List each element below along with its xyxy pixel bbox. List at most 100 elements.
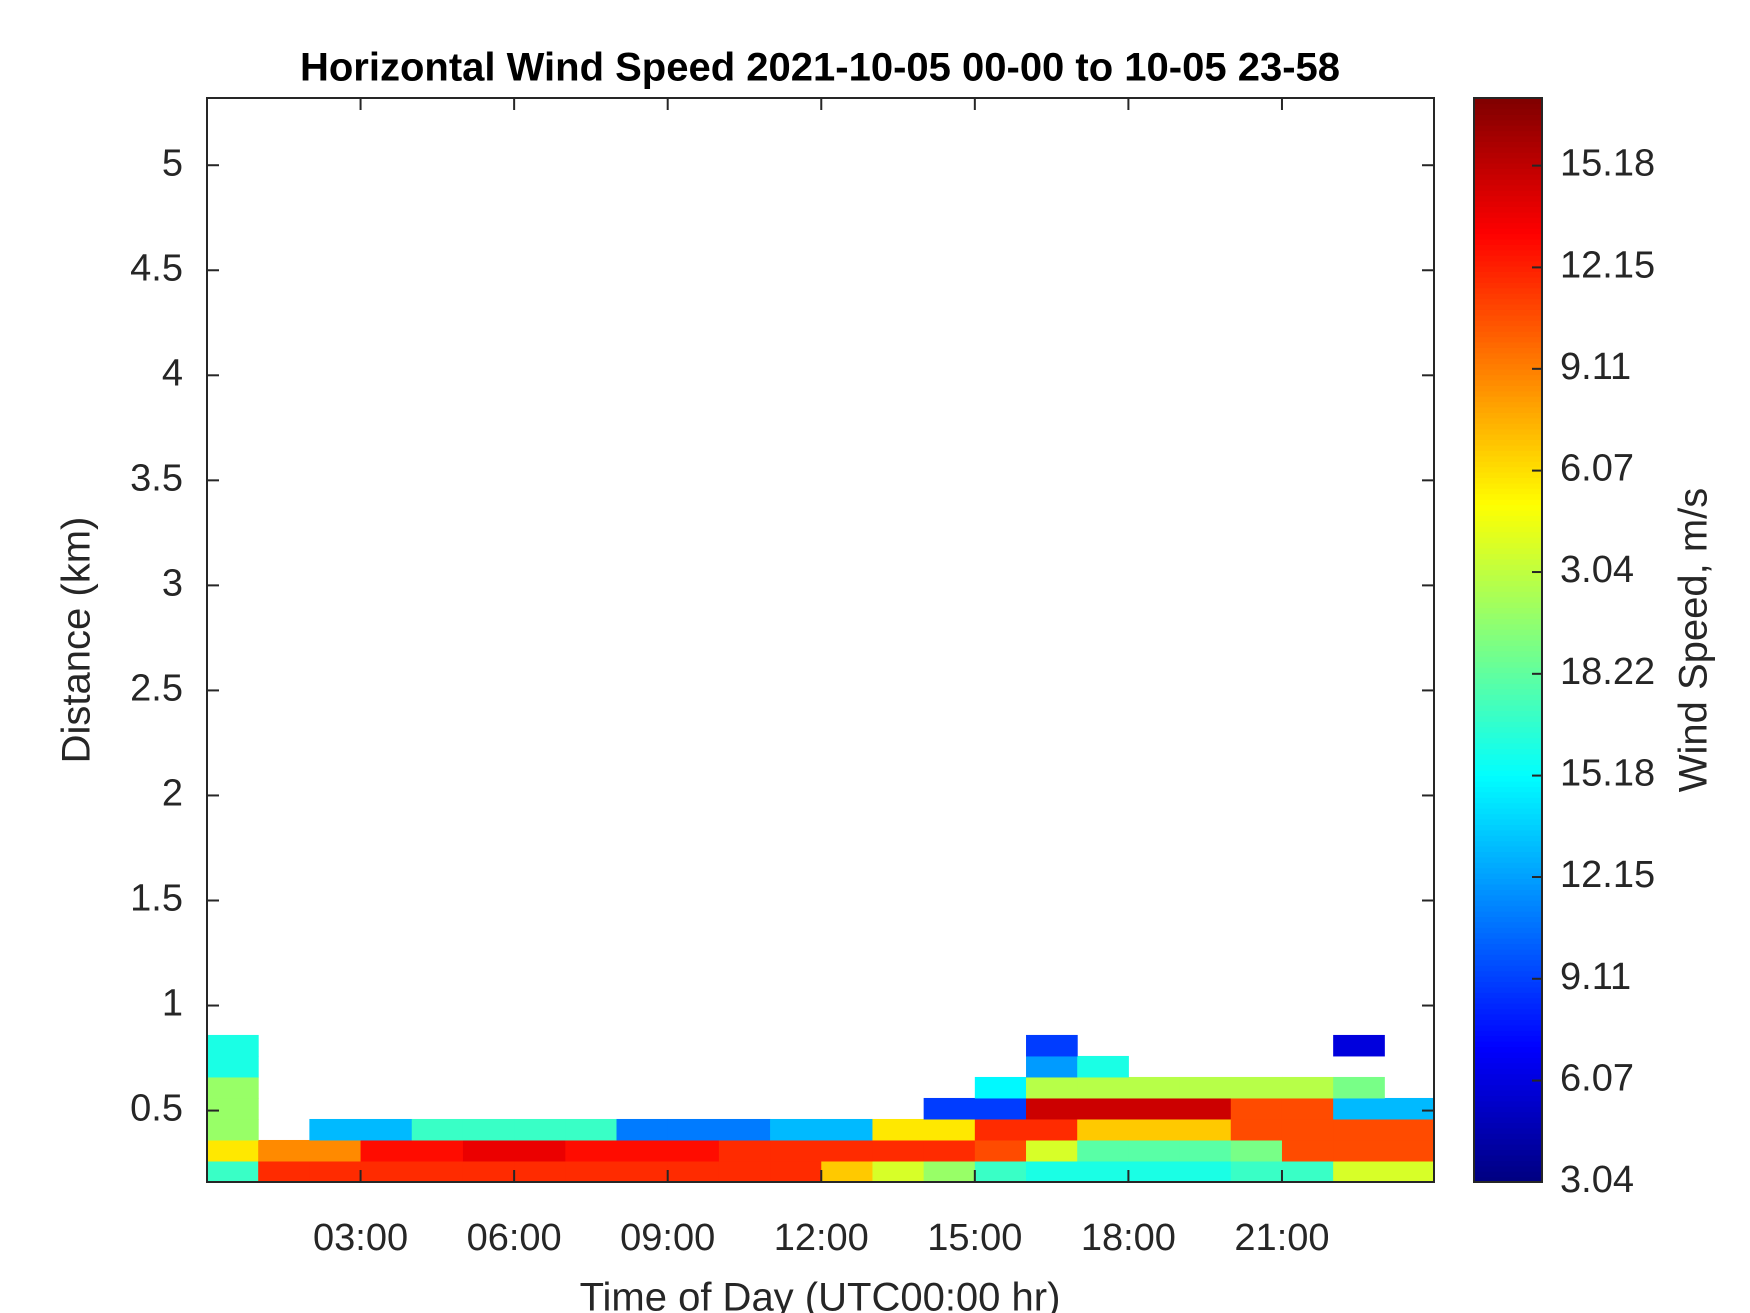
colorbar-swatch: [1474, 276, 1542, 283]
colorbar-swatch: [1474, 748, 1542, 755]
colorbar-swatch: [1474, 1138, 1542, 1145]
colorbar-swatch: [1474, 1035, 1542, 1042]
heatmap-cell: [770, 1160, 822, 1182]
colorbar-tick-label: 12.15: [1560, 854, 1655, 896]
colorbar-swatch: [1474, 992, 1542, 999]
heatmap-cell: [1333, 1160, 1385, 1182]
colorbar-swatch: [1474, 417, 1542, 424]
heatmap-cell: [974, 1076, 1027, 1099]
heatmap-cell: [1179, 1160, 1232, 1182]
colorbar-swatch: [1474, 211, 1542, 218]
x-tick-label: 06:00: [467, 1217, 562, 1259]
colorbar-swatch: [1474, 1008, 1542, 1015]
y-tick-label: 4: [162, 352, 183, 394]
colorbar-swatch: [1474, 173, 1542, 180]
colorbar-swatch: [1474, 943, 1542, 950]
heatmap-cell: [667, 1118, 720, 1141]
colorbar-swatch: [1474, 911, 1542, 918]
heatmap-cell: [1281, 1097, 1334, 1120]
heatmap-cell: [411, 1118, 464, 1141]
heatmap-cell: [1026, 1118, 1078, 1141]
colorbar-swatch: [1474, 818, 1542, 825]
x-axis-label: Time of Day (UTC00:00 hr): [580, 1276, 1061, 1313]
colorbar-swatch: [1474, 1111, 1542, 1118]
colorbar-swatch: [1474, 558, 1542, 565]
heatmap-cell: [718, 1160, 771, 1182]
heatmap-cell: [616, 1139, 669, 1162]
heatmap-cell: [974, 1097, 1027, 1120]
plot-frame: [206, 97, 1435, 1183]
colorbar-swatch: [1474, 667, 1542, 674]
x-tick-label: 18:00: [1081, 1217, 1176, 1259]
colorbar-swatch: [1474, 385, 1542, 392]
colorbar-swatch: [1474, 179, 1542, 186]
colorbar-tick-label: 15.18: [1560, 753, 1655, 795]
colorbar-swatch: [1474, 135, 1542, 142]
y-tick-label: 0.5: [130, 1088, 183, 1130]
colorbar-swatch: [1474, 645, 1542, 652]
heatmap-cell: [872, 1139, 925, 1162]
colorbar-swatch: [1474, 314, 1542, 321]
colorbar-swatch: [1474, 255, 1542, 262]
heatmap-cell: [974, 1139, 1027, 1162]
colorbar-swatch: [1474, 775, 1542, 782]
colorbar-swatch: [1474, 1051, 1542, 1058]
colorbar-swatch: [1474, 932, 1542, 939]
colorbar-swatch: [1474, 683, 1542, 690]
heatmap-cell: [923, 1118, 976, 1141]
colorbar-swatch: [1474, 813, 1542, 820]
colorbar-swatch: [1474, 1133, 1542, 1140]
colorbar-swatch: [1474, 938, 1542, 945]
colorbar-swatch: [1474, 352, 1542, 359]
colorbar-swatch: [1474, 152, 1542, 159]
heatmap-cell: [1077, 1160, 1129, 1182]
heatmap-cell: [1384, 1118, 1434, 1141]
heatmap-cell: [821, 1118, 873, 1141]
colorbar-swatch: [1474, 640, 1542, 647]
colorbar-swatch: [1474, 287, 1542, 294]
colorbar-swatch: [1474, 1079, 1542, 1086]
heatmap-cell: [1179, 1118, 1232, 1141]
heatmap-cell: [1026, 1097, 1078, 1120]
colorbar-swatch: [1474, 916, 1542, 923]
heatmap-cell: [514, 1118, 566, 1141]
colorbar-swatch: [1474, 824, 1542, 831]
heatmap-cell: [258, 1160, 310, 1182]
heatmap-cell: [309, 1160, 362, 1182]
heatmap-cell: [1230, 1076, 1283, 1099]
colorbar-label: Wind Speed, m/s: [1672, 488, 1716, 793]
colorbar-swatch: [1474, 1068, 1542, 1075]
heatmap-cell: [207, 1055, 259, 1078]
colorbar-swatch: [1474, 553, 1542, 560]
colorbar-swatch: [1474, 867, 1542, 874]
colorbar-swatch: [1474, 672, 1542, 679]
colorbar-swatch: [1474, 119, 1542, 126]
colorbar-swatch: [1474, 802, 1542, 809]
heatmap-cell: [1128, 1118, 1181, 1141]
colorbar-swatch: [1474, 574, 1542, 581]
colorbar-swatch: [1474, 428, 1542, 435]
colorbar-swatch: [1474, 477, 1542, 484]
colorbar-swatch: [1474, 791, 1542, 798]
colorbar-swatch: [1474, 1073, 1542, 1080]
colorbar-swatch: [1474, 466, 1542, 473]
colorbar-swatch: [1474, 1089, 1542, 1096]
colorbar-swatch: [1474, 927, 1542, 934]
colorbar-swatch: [1474, 786, 1542, 793]
colorbar-swatch: [1474, 1165, 1542, 1172]
heatmap-cell: [207, 1097, 259, 1120]
heatmap-cell: [1077, 1118, 1129, 1141]
heatmap-cell: [923, 1139, 976, 1162]
colorbar-swatch: [1474, 894, 1542, 901]
colorbar-swatch: [1474, 629, 1542, 636]
colorbar-swatch: [1474, 721, 1542, 728]
colorbar-swatch: [1474, 1095, 1542, 1102]
colorbar-swatch: [1474, 526, 1542, 533]
colorbar-swatch: [1474, 98, 1542, 105]
colorbar-tick-label: 9.11: [1560, 346, 1631, 388]
heatmap-cell: [821, 1139, 873, 1162]
colorbar-swatch: [1474, 883, 1542, 890]
colorbar-swatch: [1474, 103, 1542, 110]
colorbar-swatch: [1474, 677, 1542, 684]
colorbar-swatch: [1474, 569, 1542, 576]
